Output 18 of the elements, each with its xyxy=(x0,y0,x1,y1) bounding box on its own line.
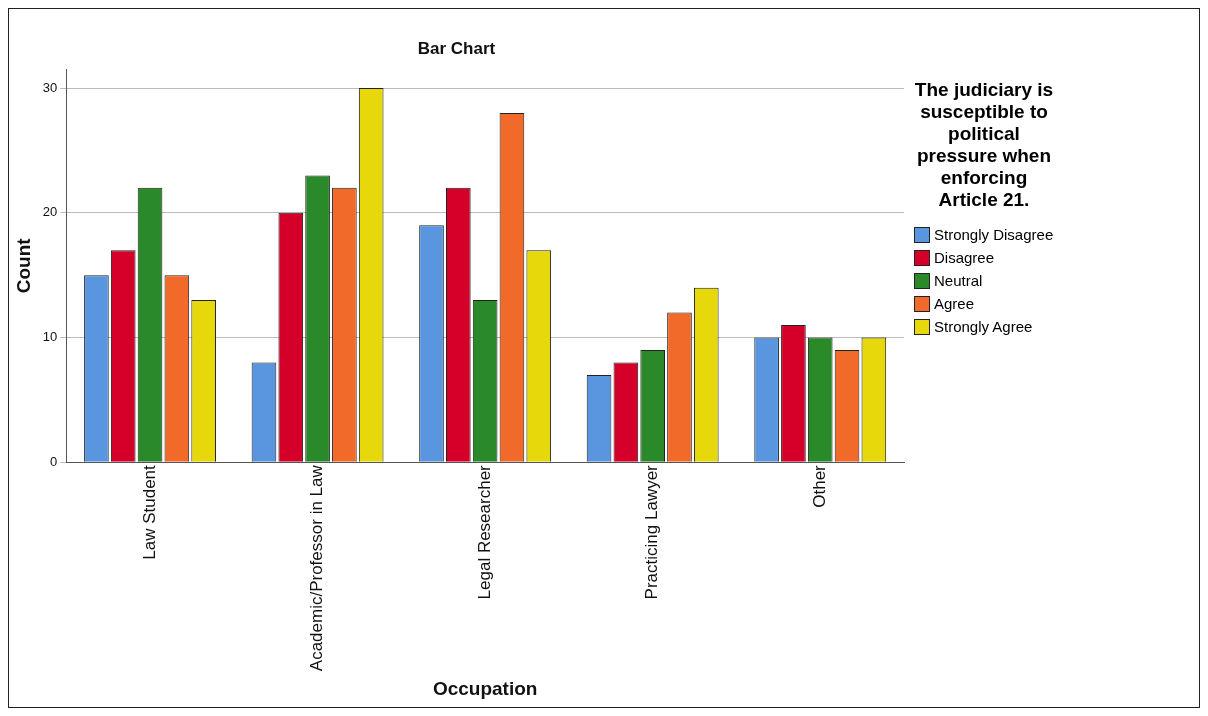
legend-label: Strongly Disagree xyxy=(934,226,1054,243)
y-axis-title: Count xyxy=(12,237,34,294)
x-tick-label: Other xyxy=(809,464,829,508)
x-tick-label: Legal Researcher xyxy=(474,464,494,600)
y-tick-label: 20 xyxy=(42,204,58,220)
x-tick-label: Practicing Lawyer xyxy=(642,464,662,600)
y-tick-label: 0 xyxy=(50,453,58,469)
legend-label: Agree xyxy=(934,295,975,312)
y-tick-label: 30 xyxy=(42,79,58,95)
y-tick-label: 10 xyxy=(42,329,58,345)
legend-label: Neutral xyxy=(934,272,983,289)
x-axis-title: Occupation xyxy=(432,677,538,699)
legend-title: The judiciary is susceptible to political pressure when enforcing Article 21. xyxy=(914,79,1054,211)
legend-label: Disagree xyxy=(934,249,995,266)
legend-label: Strongly Agree xyxy=(934,318,1033,335)
x-tick-label: Academic/Professor in Law xyxy=(307,464,327,672)
chart-title: Bar Chart xyxy=(417,38,496,58)
x-tick-label: Law Student xyxy=(139,464,159,560)
